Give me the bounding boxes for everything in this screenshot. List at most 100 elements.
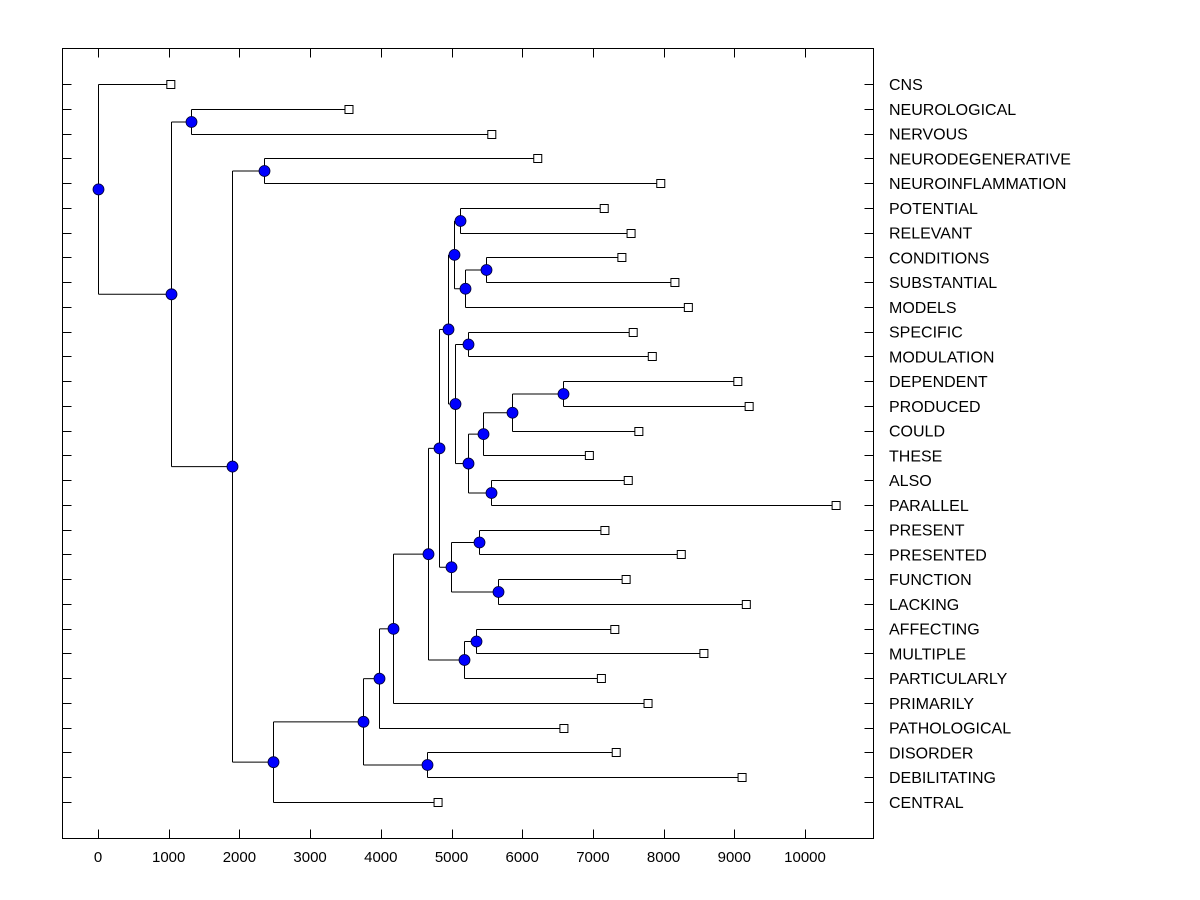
leaf-label: RELEVANT: [889, 226, 973, 243]
y-axis-ticks: [62, 84, 874, 803]
cluster-node: [477, 428, 490, 441]
leaf-marker: [744, 402, 754, 411]
leaf-marker: [634, 427, 644, 436]
tree-edges: [98, 84, 837, 803]
leaf-marker: [621, 575, 631, 584]
leaf-label: PRESENT: [889, 523, 965, 540]
leaf-label: NEUROLOGICAL: [889, 102, 1016, 119]
leaf-label: COULD: [889, 424, 945, 441]
leaf-label: ALSO: [889, 473, 932, 490]
leaf-marker: [623, 476, 633, 485]
cluster-node: [165, 288, 178, 301]
leaf-marker: [610, 625, 620, 634]
cluster-node: [485, 487, 498, 499]
cluster-node: [357, 715, 370, 728]
cluster-node: [422, 548, 435, 561]
cluster-node: [506, 406, 519, 419]
x-tick-label: 10000: [784, 849, 826, 866]
x-tick-labels: 0 1000 2000 3000 4000 5000 6000 7000 8000 9000 100…: [94, 849, 826, 866]
cluster-node: [373, 672, 386, 685]
cluster-node: [492, 586, 505, 598]
leaf-marker: [596, 674, 606, 683]
leaf-marker: [166, 80, 176, 89]
x-tick-label: 6000: [506, 849, 539, 866]
cluster-node: [462, 338, 475, 351]
leaf-label: DEPENDENT: [889, 374, 988, 391]
leaf-marker: [533, 154, 543, 163]
x-tick-label: 2000: [223, 849, 256, 866]
leaf-marker: [617, 253, 627, 262]
leaf-markers: [166, 80, 841, 807]
leaf-labels: CNS NEUROLOGICAL NERVOUS NEURODEGENERATIVE N…: [889, 77, 1071, 812]
cluster-node: [473, 536, 486, 549]
leaf-marker: [344, 105, 354, 114]
cluster-node: [442, 323, 455, 336]
leaf-marker: [676, 550, 686, 559]
leaf-marker: [626, 229, 636, 238]
x-axis-ticks: [98, 48, 806, 839]
leaf-label: SUBSTANTIAL: [889, 275, 997, 292]
x-tick-label: 4000: [364, 849, 397, 866]
x-tick-label: 9000: [718, 849, 751, 866]
x-tick-label: 1000: [152, 849, 185, 866]
x-tick-label: 0: [94, 849, 102, 866]
cluster-node: [387, 622, 400, 635]
leaf-label: THESE: [889, 448, 942, 465]
cluster-node: [258, 165, 271, 177]
cluster-node: [421, 759, 434, 771]
cluster-node: [445, 561, 458, 574]
cluster-node: [557, 388, 570, 400]
leaf-label: NEUROINFLAMMATION: [889, 176, 1066, 193]
leaf-label: PARALLEL: [889, 498, 969, 515]
leaf-marker: [831, 501, 841, 510]
leaf-label: CONDITIONS: [889, 250, 989, 267]
leaf-label: MODELS: [889, 300, 957, 317]
leaf-marker: [600, 526, 610, 535]
leaf-marker: [741, 600, 751, 609]
leaf-marker: [656, 179, 666, 188]
leaf-label: POTENTIAL: [889, 201, 978, 218]
leaf-label: CNS: [889, 77, 923, 94]
cluster-node: [226, 460, 239, 473]
cluster-node: [462, 457, 475, 470]
leaf-marker: [699, 649, 709, 658]
cluster-node: [433, 442, 446, 455]
leaf-label: PARTICULARLY: [889, 671, 1008, 688]
leaf-label: AFFECTING: [889, 622, 980, 639]
x-tick-label: 8000: [647, 849, 680, 866]
cluster-node: [459, 282, 472, 295]
cluster-node: [470, 635, 483, 648]
leaf-marker: [559, 724, 569, 733]
tree-nodes: [92, 116, 570, 771]
cluster-node: [449, 398, 462, 410]
leaf-label: PRODUCED: [889, 399, 981, 416]
leaf-marker: [643, 699, 653, 708]
leaf-marker: [683, 303, 693, 312]
leaf-marker: [670, 278, 680, 287]
leaf-label: DISORDER: [889, 745, 973, 762]
cluster-node: [454, 215, 467, 227]
leaf-marker: [628, 328, 638, 337]
leaf-label: CENTRAL: [889, 795, 964, 812]
cluster-node: [267, 756, 280, 769]
leaf-marker: [647, 352, 657, 361]
leaf-label: PRESENTED: [889, 547, 987, 564]
x-tick-label: 7000: [576, 849, 609, 866]
leaf-label: FUNCTION: [889, 572, 972, 589]
leaf-label: MULTIPLE: [889, 646, 966, 663]
leaf-label: DEBILITATING: [889, 770, 996, 787]
leaf-marker: [433, 798, 443, 807]
leaf-marker: [487, 130, 497, 139]
x-tick-label: 5000: [435, 849, 468, 866]
leaf-marker: [599, 204, 609, 213]
leaf-marker: [611, 748, 621, 757]
cluster-node: [458, 654, 471, 666]
cluster-node: [480, 264, 493, 276]
leaf-label: PRIMARILY: [889, 696, 974, 713]
leaf-label: PATHOLOGICAL: [889, 721, 1011, 738]
leaf-label: LACKING: [889, 597, 959, 614]
x-tick-label: 3000: [293, 849, 326, 866]
leaf-label: SPECIFIC: [889, 325, 963, 342]
leaf-label: NERVOUS: [889, 127, 968, 144]
